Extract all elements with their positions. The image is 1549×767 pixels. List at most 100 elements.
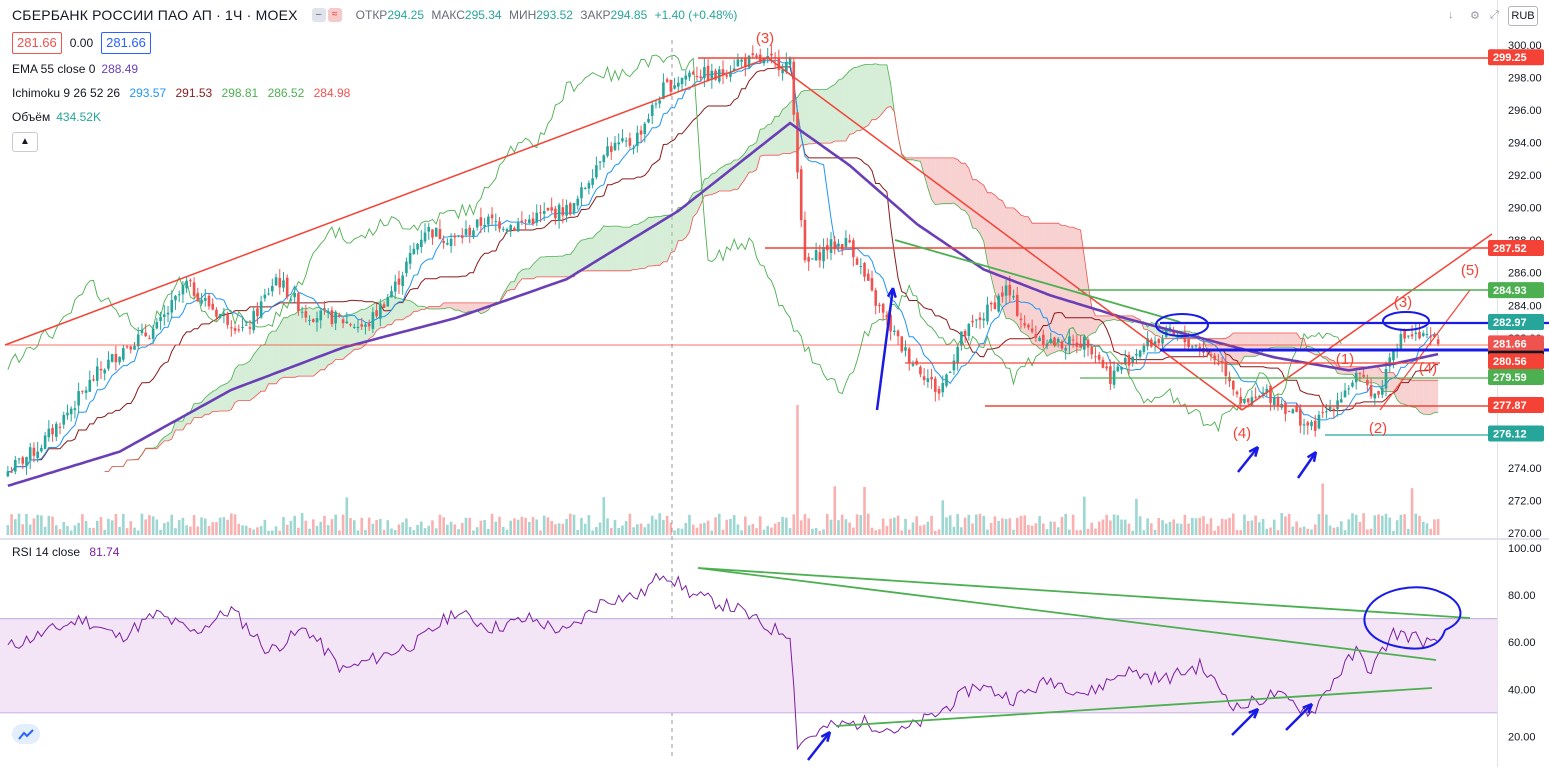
volume-bar — [427, 525, 431, 535]
candle-body — [1131, 356, 1135, 363]
candle-body — [416, 243, 419, 250]
candle-body — [501, 228, 505, 230]
ichimoku-cloud-segment — [749, 144, 753, 173]
legend-toggles[interactable]: – ≈ — [311, 8, 342, 22]
candle-body — [1421, 333, 1425, 336]
volume-bar — [822, 529, 825, 535]
ichimoku-cloud-segment — [577, 240, 582, 272]
candle-body — [356, 326, 360, 329]
candle-body — [438, 229, 442, 240]
volume-bar — [222, 517, 226, 535]
wave-icon[interactable]: ≈ — [327, 8, 342, 22]
volume-bar — [1101, 519, 1105, 535]
candle-body — [1049, 339, 1053, 343]
volume-bar — [311, 519, 315, 535]
ichimoku-cloud-segment — [760, 128, 764, 157]
volume-bar — [673, 530, 676, 535]
symbol-title[interactable]: СБЕРБАНК РОССИИ ПАО АП · 1Ч · MOEX — [12, 7, 298, 23]
volume-bar — [256, 527, 259, 535]
volume-bar — [688, 514, 691, 535]
candle-body — [1224, 361, 1228, 376]
volume-bar — [1034, 523, 1038, 535]
sell-price-box[interactable]: 281.66 — [12, 32, 62, 54]
candle-body — [613, 142, 617, 151]
price-axis-tick: 284.00 — [1508, 300, 1542, 312]
volume-bar — [744, 516, 747, 535]
ichimoku-cloud-segment — [663, 215, 668, 262]
ichimoku-legend[interactable]: Ichimoku 9 26 52 26 293.57 291.53 298.81… — [12, 84, 741, 102]
volume-bar — [948, 515, 952, 535]
ichimoku-cloud-segment — [1281, 332, 1286, 348]
volume-bar — [293, 515, 296, 535]
volume-bar — [118, 526, 121, 535]
ichimoku-cloud-segment — [939, 157, 943, 205]
volume-legend[interactable]: Объём 434.52K — [12, 108, 741, 126]
candle-body — [729, 71, 732, 77]
candle-body — [1213, 355, 1216, 361]
candle-body — [110, 354, 114, 362]
candle-body — [1414, 332, 1418, 334]
settings-icon[interactable]: ⚙ — [1470, 10, 1480, 22]
volume-bar — [1265, 528, 1269, 535]
candle-body — [464, 228, 468, 235]
volume-bar — [1097, 521, 1101, 535]
rsi-legend[interactable]: RSI 14 close 81.74 — [12, 545, 119, 559]
ichimoku-cloud-segment — [685, 199, 690, 238]
price-label-text: 279.59 — [1493, 372, 1527, 384]
candle-body — [1191, 346, 1194, 348]
currency-button[interactable]: RUB — [1508, 6, 1538, 26]
buy-price-box[interactable]: 281.66 — [101, 32, 151, 54]
volume-bar — [602, 497, 606, 535]
volume-bar — [848, 522, 851, 535]
volume-bar — [758, 516, 762, 535]
volume-bar — [423, 528, 427, 535]
volume-bar — [878, 529, 881, 535]
candle-body — [1299, 408, 1302, 426]
volume-bar — [412, 530, 416, 535]
scroll-down-icon[interactable]: ↓ — [1448, 9, 1454, 21]
volume-bar — [1291, 526, 1295, 535]
volume-bar — [509, 520, 512, 535]
candle-body — [818, 252, 822, 261]
tradingview-logo-icon[interactable] — [12, 724, 40, 744]
candle-body — [840, 244, 844, 250]
candle-body — [1243, 398, 1246, 403]
ichimoku-cloud-segment — [287, 315, 291, 378]
volume-bar — [952, 526, 956, 535]
candle-body — [1153, 341, 1157, 346]
candle-body — [1418, 332, 1421, 339]
wave-label: (4) — [1233, 425, 1251, 442]
volume-bar — [1399, 514, 1403, 535]
candle-body — [330, 310, 334, 325]
volume-bar — [1418, 515, 1421, 535]
volume-bar — [1045, 529, 1049, 535]
candle-body — [196, 292, 200, 302]
volume-bar — [1425, 523, 1429, 535]
volume-value: 434.52K — [56, 110, 101, 124]
volume-bar — [1120, 519, 1123, 535]
volume-bar — [282, 517, 285, 535]
candle-body — [811, 258, 814, 260]
candle-body — [382, 304, 386, 308]
ichimoku-cloud-segment — [551, 256, 556, 277]
wave-label: (2) — [1369, 420, 1387, 437]
ichimoku-cloud-segment — [473, 302, 478, 312]
volume-bar — [1224, 519, 1228, 535]
eye-icon[interactable]: – — [311, 8, 326, 22]
expand-icon[interactable]: ⤢ — [1490, 9, 1499, 21]
ichimoku-cloud-segment — [525, 268, 530, 279]
volume-bar — [69, 530, 73, 535]
candle-body — [233, 328, 237, 331]
rsi-annotation-circle — [1363, 586, 1462, 650]
volume-bar — [561, 523, 565, 535]
ichimoku-cloud-segment — [1091, 306, 1096, 334]
ema-legend[interactable]: EMA 55 close 0 288.49 — [12, 60, 741, 78]
volume-bar — [1299, 527, 1302, 535]
ichimoku-cloud-segment — [1419, 380, 1424, 415]
volume-bar — [717, 513, 721, 535]
volume-bar — [1004, 519, 1008, 535]
ichimoku-cloud-segment — [1367, 367, 1372, 383]
collapse-legend-button[interactable]: ▲ — [12, 132, 38, 152]
ichimoku-cloud-segment — [946, 157, 951, 204]
